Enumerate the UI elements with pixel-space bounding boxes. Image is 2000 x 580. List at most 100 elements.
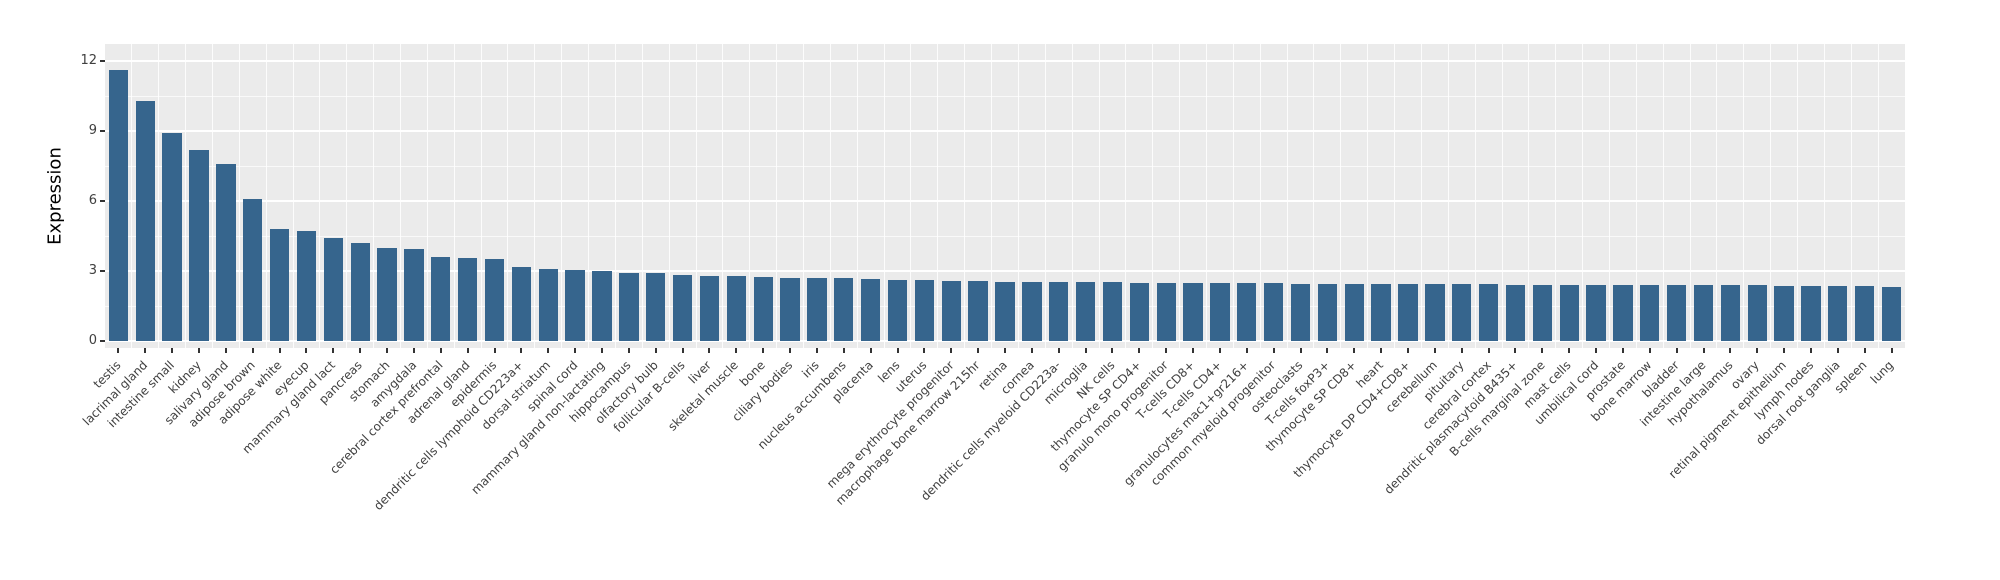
bar [1425,284,1445,341]
bar [1102,282,1123,341]
x-tick [1729,348,1732,353]
bar [1720,285,1741,341]
x-tick [950,348,953,353]
y-tick-label: 0 [88,333,97,348]
x-tick [1487,348,1490,353]
x-tick [305,348,308,353]
x-tick [789,348,792,353]
bar [1532,284,1552,341]
vertical-gridline [1608,44,1610,348]
y-tick-label: 3 [88,263,97,278]
bar [1505,284,1526,341]
bar [538,268,558,341]
vertical-gridline [1044,44,1046,348]
x-tick [547,348,550,353]
vertical-gridline [883,44,885,348]
x-tick [520,348,523,353]
x-tick [1756,348,1759,353]
bar [1022,281,1042,341]
bar [834,278,854,341]
x-tick [278,348,281,353]
x-tick [224,348,227,353]
bar [1398,283,1418,341]
vertical-gridline [1716,44,1718,348]
x-tick [439,348,442,353]
vertical-gridline [480,44,482,348]
vertical-gridline [614,44,616,348]
vertical-gridline [507,44,509,348]
vertical-gridline [1232,44,1234,348]
bar [861,279,881,341]
x-tick [1138,348,1141,353]
bar [780,277,800,341]
vertical-gridline [1017,44,1019,348]
bar [1747,285,1767,341]
major-gridline [105,200,1905,203]
bar [995,281,1015,341]
vertical-gridline [803,44,804,348]
bar [726,276,746,341]
vertical-gridline [1877,44,1879,348]
bar [216,163,236,341]
vertical-gridline [265,44,267,348]
x-tick [923,348,926,353]
vertical-gridline [561,44,563,348]
bar [887,279,908,341]
vertical-gridline [346,44,348,348]
bar [296,231,317,341]
vertical-gridline [1152,44,1154,348]
bar [646,273,666,341]
x-tick [117,348,120,353]
vertical-gridline [1447,44,1449,348]
bar [1774,285,1794,341]
vertical-gridline [238,44,240,348]
bar [511,267,532,341]
bar [1210,283,1230,341]
x-tick [1030,348,1033,353]
x-tick [1541,348,1544,353]
x-tick [144,348,147,353]
x-tick [1299,348,1302,353]
x-tick [198,348,201,353]
vertical-gridline [319,44,321,348]
bar [1640,285,1660,341]
vertical-gridline [1528,44,1530,348]
bar [189,149,209,341]
bar [1075,282,1096,341]
x-tick [1326,348,1329,353]
vertical-gridline [1474,44,1476,348]
x-tick [1218,348,1221,353]
bar [807,278,827,341]
vertical-gridline [1501,44,1503,348]
x-tick [1111,348,1114,353]
bar [1613,285,1633,341]
vertical-gridline [534,44,536,348]
vertical-gridline [158,44,160,348]
x-tick [1809,348,1812,353]
y-tick-label: 6 [88,193,97,209]
x-tick [1380,348,1383,353]
x-tick [1783,348,1786,353]
x-tick [627,348,630,353]
x-tick [386,348,389,353]
vertical-gridline [131,44,133,348]
bar [269,229,290,341]
vertical-gridline [373,44,375,348]
bar [1559,284,1579,341]
bar [753,276,773,341]
y-tick [100,130,105,133]
y-tick-label: 9 [88,123,97,139]
bar [672,274,693,341]
x-tick [412,348,415,353]
x-tick [1514,348,1517,353]
major-gridline [105,270,1905,272]
x-tick [1433,348,1436,353]
x-tick [896,348,899,353]
vertical-gridline [426,44,428,348]
vertical-gridline [856,44,858,348]
vertical-gridline [749,44,751,348]
bar [1344,283,1364,341]
x-tick [574,348,577,353]
x-tick [601,348,603,353]
